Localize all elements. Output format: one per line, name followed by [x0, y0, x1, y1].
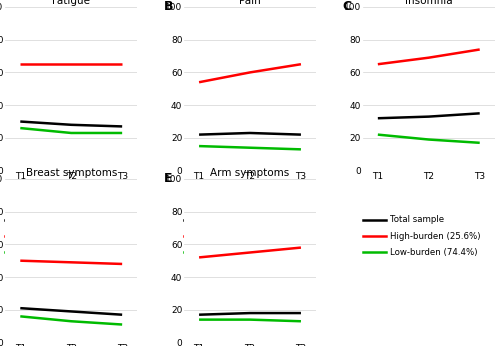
- Text: High-burden (19.3%): High-burden (19.3%): [212, 231, 302, 240]
- Text: Low-burden (74.4%): Low-burden (74.4%): [390, 248, 478, 257]
- Text: Low-burden (89.2%): Low-burden (89.2%): [33, 248, 120, 257]
- Title: Fatigue: Fatigue: [52, 0, 90, 6]
- Text: Total sample: Total sample: [390, 215, 444, 224]
- Text: E: E: [164, 172, 172, 185]
- Text: High-burden (25.6%): High-burden (25.6%): [390, 231, 481, 240]
- Text: Total sample: Total sample: [33, 215, 87, 224]
- Title: Breast symptoms: Breast symptoms: [26, 168, 117, 178]
- Title: Insomnia: Insomnia: [405, 0, 452, 6]
- Text: Total sample: Total sample: [212, 215, 266, 224]
- Text: Low-burden (80.7%): Low-burden (80.7%): [212, 248, 299, 257]
- Text: B: B: [164, 0, 173, 13]
- Text: C: C: [342, 0, 352, 13]
- Title: Pain: Pain: [239, 0, 261, 6]
- Title: Arm symptoms: Arm symptoms: [210, 168, 290, 178]
- Text: High-burden (10.8%): High-burden (10.8%): [33, 231, 124, 240]
